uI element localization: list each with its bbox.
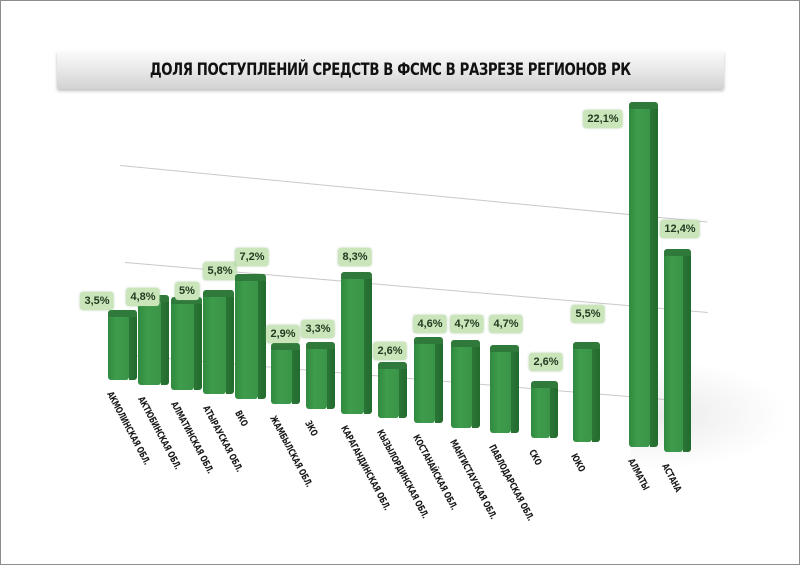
bar bbox=[531, 380, 563, 438]
bar-front-face bbox=[271, 348, 292, 404]
bar bbox=[203, 289, 239, 395]
data-label: 2,6% bbox=[373, 342, 407, 360]
data-label: 7,2% bbox=[235, 248, 269, 266]
data-label: 12,4% bbox=[660, 220, 700, 238]
bar bbox=[171, 297, 207, 390]
bar-side-face bbox=[161, 297, 169, 385]
bar-side-face bbox=[435, 338, 443, 424]
data-label: 4,7% bbox=[489, 315, 523, 333]
data-label: 3,5% bbox=[80, 292, 114, 310]
bar bbox=[629, 102, 663, 448]
bar bbox=[306, 341, 340, 409]
bar-top-face bbox=[664, 249, 691, 257]
bar-side-face bbox=[327, 343, 335, 409]
bar bbox=[378, 361, 412, 419]
bar-front-face bbox=[171, 303, 194, 390]
bar-front-face bbox=[235, 279, 258, 400]
bar-front-face bbox=[378, 367, 399, 419]
bar-top-face bbox=[235, 273, 266, 281]
bar-top-face bbox=[203, 289, 234, 297]
data-label: 22,1% bbox=[583, 110, 623, 128]
bar-side-face bbox=[399, 363, 407, 419]
bar-top-face bbox=[451, 339, 480, 347]
data-label: 4,7% bbox=[450, 315, 484, 333]
data-label: 8,3% bbox=[338, 248, 372, 266]
bar-side-face bbox=[650, 104, 658, 448]
bar-top-face bbox=[341, 271, 372, 279]
bar-front-face bbox=[531, 386, 550, 438]
bar bbox=[414, 336, 448, 424]
chart-title-bar: ДОЛЯ ПОСТУПЛЕНИЙ СРЕДСТВ В ФСМС В РАЗРЕЗ… bbox=[57, 51, 724, 89]
bar-side-face bbox=[258, 275, 266, 400]
bar-side-face bbox=[129, 311, 137, 380]
bar-side-face bbox=[683, 251, 691, 452]
bar bbox=[235, 273, 271, 400]
bar-top-face bbox=[573, 342, 600, 350]
data-label: 5,8% bbox=[203, 262, 237, 280]
bar-side-face bbox=[550, 382, 558, 438]
data-label: 2,6% bbox=[529, 353, 563, 371]
bar-side-face bbox=[472, 341, 480, 428]
bar-top-face bbox=[306, 341, 335, 349]
bar-side-face bbox=[226, 291, 234, 395]
bar-front-face bbox=[306, 347, 327, 409]
data-label: 2,9% bbox=[266, 325, 300, 343]
bar-front-face bbox=[664, 255, 683, 452]
bar-top-face bbox=[490, 344, 519, 352]
bar-front-face bbox=[451, 345, 472, 428]
chart-title: ДОЛЯ ПОСТУПЛЕНИЙ СРЕДСТВ В ФСМС В РАЗРЕЗ… bbox=[150, 60, 631, 80]
bar-top-face bbox=[414, 336, 443, 344]
bar-front-face bbox=[490, 350, 511, 433]
bar bbox=[490, 344, 524, 433]
bar-front-face bbox=[629, 108, 650, 448]
bar-top-face bbox=[271, 342, 300, 350]
bar-side-face bbox=[194, 299, 202, 390]
data-label: 5,5% bbox=[571, 305, 605, 323]
data-label: 4,8% bbox=[126, 288, 160, 306]
bar bbox=[664, 249, 696, 452]
bar bbox=[341, 271, 377, 414]
data-label: 4,6% bbox=[413, 315, 447, 333]
bar-side-face bbox=[592, 344, 600, 443]
bar-top-face bbox=[531, 380, 558, 388]
bar-front-face bbox=[203, 295, 226, 395]
bar-front-face bbox=[414, 342, 435, 424]
bar bbox=[573, 342, 605, 443]
bar bbox=[108, 309, 142, 380]
bar-front-face bbox=[573, 348, 592, 443]
bar bbox=[271, 342, 305, 404]
bar-top-face bbox=[171, 297, 202, 305]
bar-side-face bbox=[511, 346, 519, 433]
bar-top-face bbox=[378, 361, 407, 369]
bar-top-face bbox=[629, 102, 658, 110]
bar-side-face bbox=[364, 273, 372, 414]
bar bbox=[451, 339, 485, 428]
bar bbox=[138, 295, 174, 385]
bar-side-face bbox=[292, 344, 300, 404]
data-label: 3,3% bbox=[301, 320, 335, 338]
bar-front-face bbox=[108, 315, 129, 380]
bar-top-face bbox=[108, 309, 137, 317]
data-label: 5% bbox=[175, 282, 199, 300]
bar-front-face bbox=[341, 277, 364, 414]
bar-front-face bbox=[138, 301, 161, 385]
